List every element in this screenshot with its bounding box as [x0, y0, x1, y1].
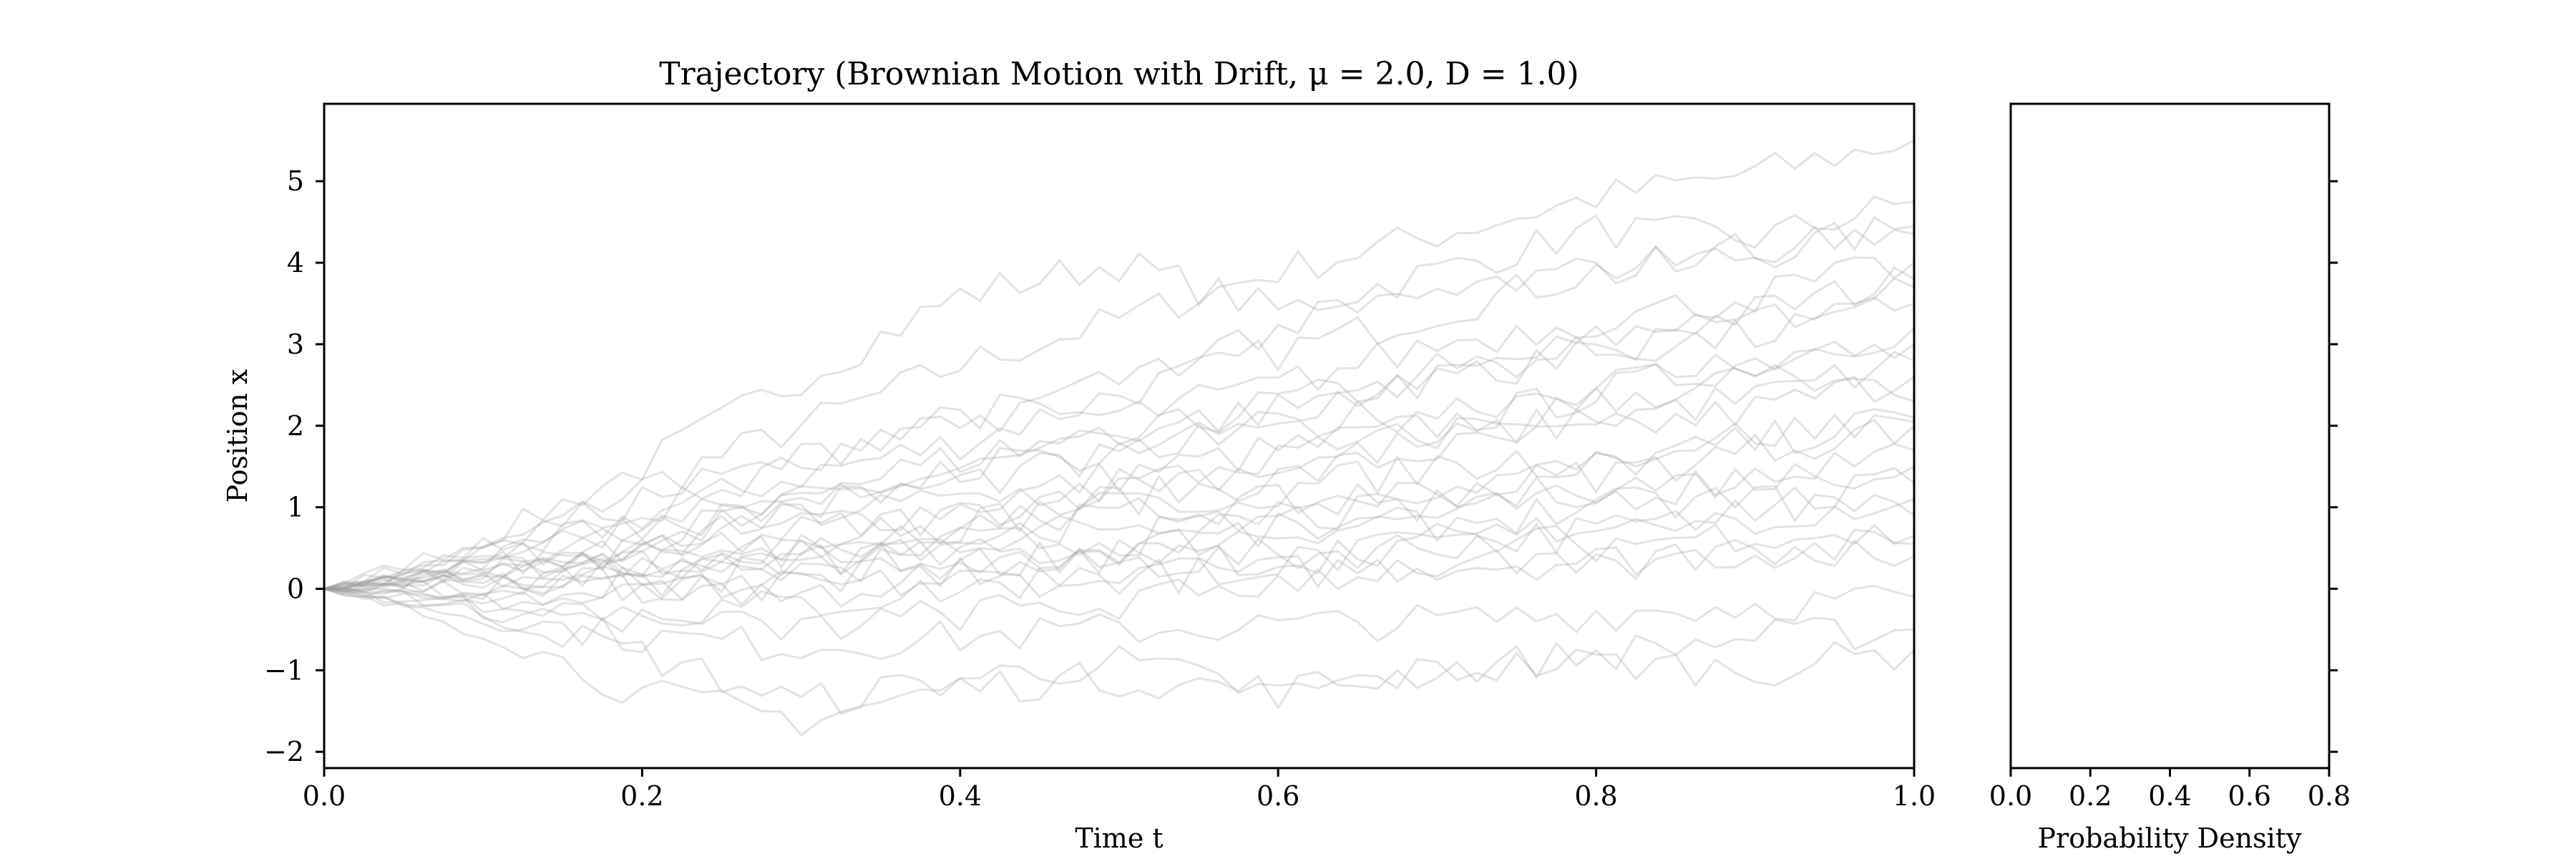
- trajectory-panel: 0.0 0.2 0.4 0.6 0.8 1.0 −2 −1 0 1 2 3 4 5 Trajectory…: [222, 56, 1936, 854]
- y-tick-label: 2: [287, 410, 304, 442]
- trajectory-y-ticks: −2 −1 0 1 2 3 4 5: [264, 165, 324, 767]
- y-tick-label: 0: [287, 573, 304, 604]
- trajectory-line: [324, 277, 1914, 591]
- trajectory-line: [324, 462, 1914, 602]
- x-tick-label: 1.0: [1893, 780, 1936, 812]
- trajectory-axes-frame: [323, 102, 1916, 770]
- trajectory-line: [324, 375, 1914, 590]
- density-x-tick-label: 0.0: [1989, 780, 2032, 812]
- y-tick-label: 3: [287, 329, 304, 360]
- trajectory-line: [324, 215, 1914, 590]
- trajectory-line: [324, 364, 1914, 591]
- trajectory-line: [324, 588, 1914, 737]
- x-axis-label: Time t: [1075, 822, 1163, 854]
- x-tick-label: 0.4: [939, 780, 982, 812]
- trajectory-line: [324, 442, 1914, 598]
- trajectory-line: [324, 584, 1914, 661]
- density-y-ticks: [2329, 180, 2338, 753]
- trajectory-line: [324, 327, 1914, 593]
- trajectory-line: [324, 485, 1914, 590]
- trajectory-line: [324, 523, 1914, 608]
- y-tick-label: −1: [264, 654, 304, 686]
- chart-title: Trajectory (Brownian Motion with Drift, …: [659, 56, 1579, 92]
- trajectory-line: [324, 467, 1914, 627]
- trajectory-line: [324, 538, 1914, 641]
- y-axis-label: Position x: [222, 369, 253, 503]
- x-tick-label: 0.0: [303, 780, 346, 812]
- trajectory-line: [324, 351, 1914, 590]
- trajectory-line: [324, 419, 1914, 601]
- density-panel: 0.0 0.2 0.4 0.6 0.8 Probability Density: [1989, 102, 2351, 854]
- x-tick-label: 0.2: [620, 780, 663, 812]
- trajectory-line: [324, 528, 1914, 613]
- density-x-tick-label: 0.8: [2308, 780, 2351, 812]
- density-x-tick-label: 0.4: [2148, 780, 2191, 812]
- density-x-ticks: 0.0 0.2 0.4 0.6 0.8: [1989, 768, 2351, 812]
- y-tick-label: −2: [264, 736, 304, 767]
- trajectory-line: [324, 413, 1914, 597]
- trajectory-line: [324, 256, 1914, 590]
- density-x-axis-label: Probability Density: [2037, 822, 2302, 854]
- trajectory-x-ticks: 0.0 0.2 0.4 0.6 0.8 1.0: [303, 768, 1936, 812]
- trajectory-line: [324, 195, 1914, 590]
- trajectory-line: [324, 407, 1914, 593]
- density-x-tick-label: 0.2: [2069, 780, 2112, 812]
- y-tick-label: 5: [287, 165, 304, 197]
- x-tick-label: 0.8: [1574, 780, 1617, 812]
- trajectory-line: [324, 225, 1914, 590]
- trajectory-line: [324, 296, 1914, 590]
- y-tick-label: 1: [287, 492, 304, 523]
- trajectory-line: [324, 340, 1914, 590]
- x-tick-label: 0.6: [1257, 780, 1299, 812]
- density-x-tick-label: 0.6: [2228, 780, 2271, 812]
- trajectory-line: [324, 498, 1914, 604]
- trajectory-line: [324, 139, 1914, 590]
- trajectory-lines: [324, 139, 1914, 737]
- y-tick-label: 4: [287, 247, 304, 278]
- trajectory-line: [324, 588, 1914, 715]
- trajectory-line: [324, 266, 1914, 590]
